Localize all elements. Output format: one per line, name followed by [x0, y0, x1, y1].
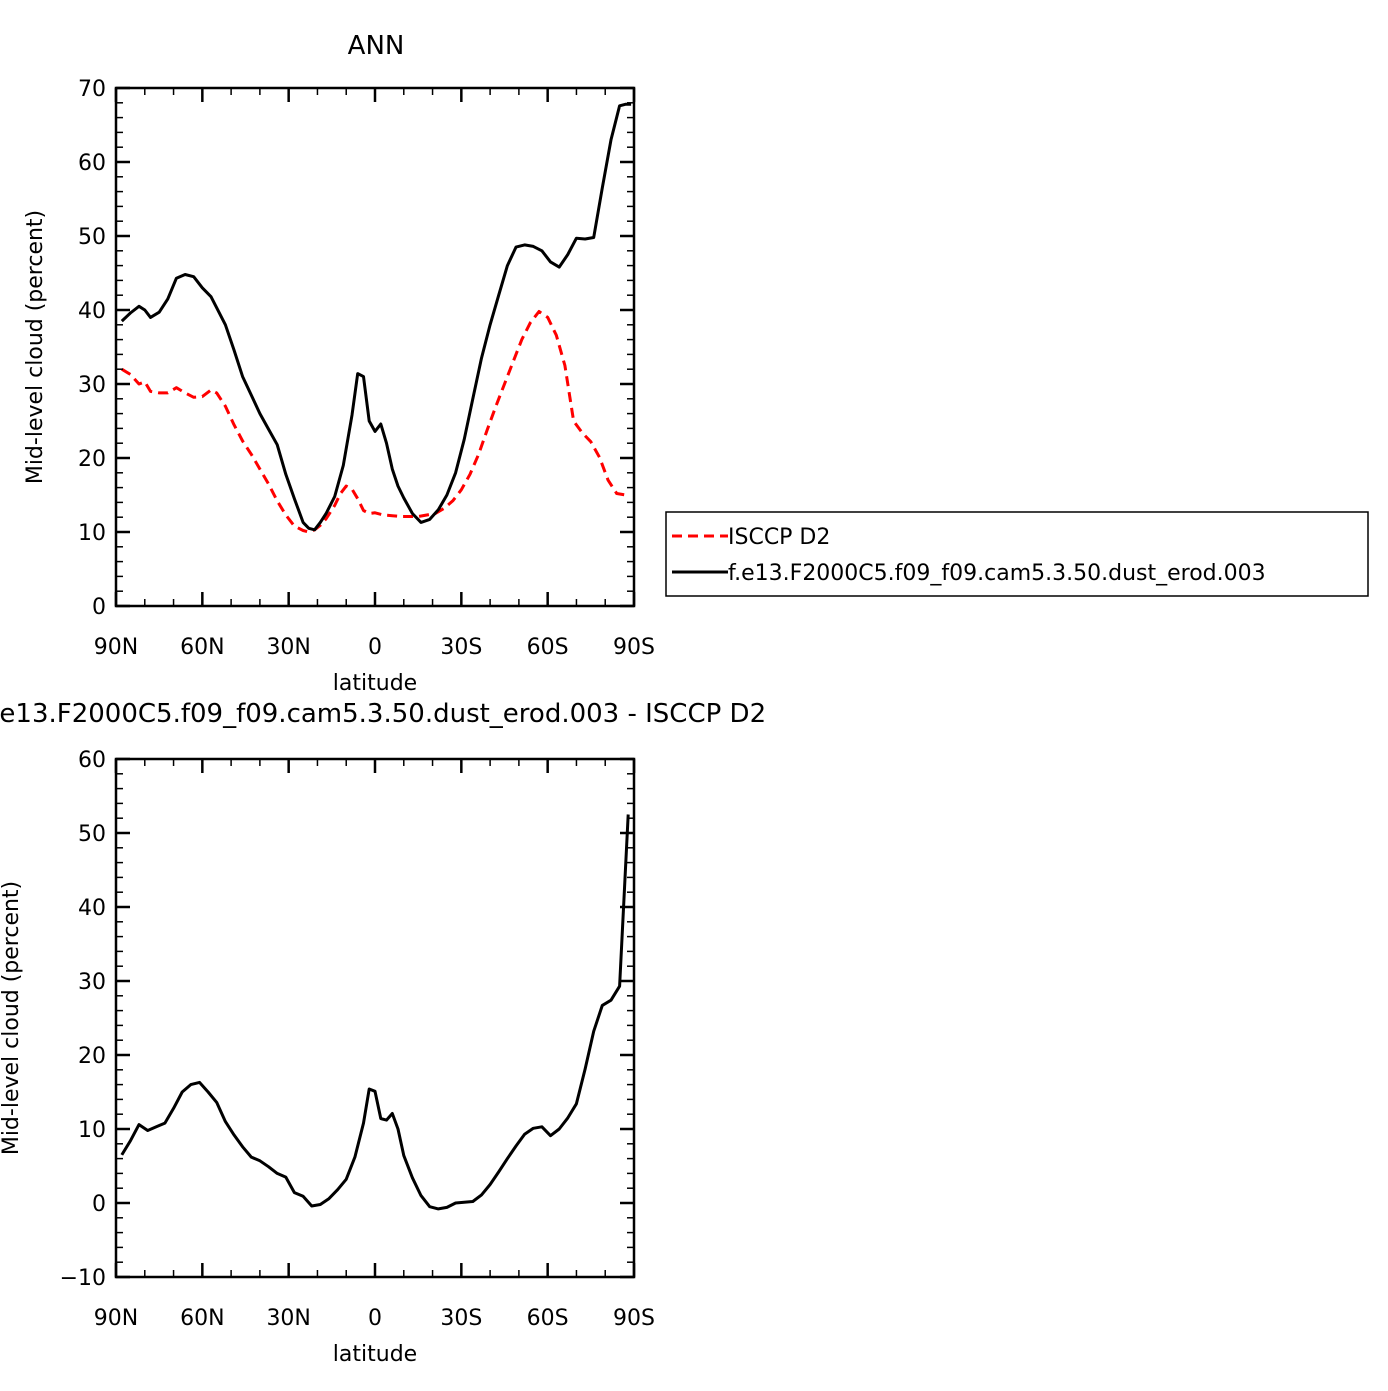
x-tick-label: 30N — [266, 1306, 310, 1331]
chart-title: ANN — [348, 31, 405, 61]
y-tick-label: −10 — [60, 1266, 106, 1291]
y-tick-label: 50 — [78, 822, 106, 847]
y-tick-label: 30 — [78, 970, 106, 995]
y-tick-label: 30 — [78, 373, 106, 398]
x-tick-label: 90N — [94, 635, 138, 660]
y-tick-label: 60 — [78, 151, 106, 176]
y-tick-label: 40 — [78, 896, 106, 921]
chart-title: f.e13.F2000C5.f09_f09.cam5.3.50.dust_ero… — [0, 699, 766, 729]
y-tick-label: 60 — [78, 748, 106, 773]
y-tick-label: 40 — [78, 299, 106, 324]
x-tick-label: 30S — [440, 1306, 482, 1331]
x-axis-label: latitude — [333, 1342, 417, 1367]
x-tick-label: 0 — [368, 635, 382, 660]
series-line-model — [120, 102, 632, 532]
y-tick-label: 70 — [78, 77, 106, 102]
y-tick-label: 20 — [78, 447, 106, 472]
y-tick-label: 10 — [78, 1118, 106, 1143]
x-tick-label: 30N — [266, 635, 310, 660]
top-chart: ANN 0 10 20 30 40 50 60 70 90N 60N 30N 0 30S 60S 90S l… — [23, 31, 655, 696]
legend-label-obs: ISCCP D2 — [728, 525, 830, 550]
y-axis-label: Mid-level cloud (percent) — [23, 210, 48, 484]
series-line-isccp — [121, 310, 629, 534]
x-tick-label: 30S — [440, 635, 482, 660]
x-tick-label: 60N — [180, 1306, 224, 1331]
x-tick-label: 60S — [527, 635, 569, 660]
legend-label-model: f.e13.F2000C5.f09_f09.cam5.3.50.dust_ero… — [728, 561, 1266, 586]
series-line-model — [120, 814, 630, 1211]
y-tick-label: 10 — [78, 521, 106, 546]
x-tick-label: 0 — [368, 1306, 382, 1331]
x-tick-label: 90S — [613, 635, 655, 660]
plot-frame — [114, 86, 636, 608]
legend: ISCCP D2 f.e13.F2000C5.f09_f09.cam5.3.50… — [665, 511, 1369, 597]
y-tick-label: 0 — [92, 1192, 106, 1217]
x-tick-label: 90S — [613, 1306, 655, 1331]
legend-box — [665, 511, 1369, 597]
y-tick-label: 0 — [92, 595, 106, 620]
bottom-chart: f.e13.F2000C5.f09_f09.cam5.3.50.dust_ero… — [0, 699, 766, 1367]
ticks-layer: 0 10 20 30 40 50 60 70 90N 60N 30N 0 30S 60S 90S — [78, 77, 655, 660]
y-tick-label: 20 — [78, 1044, 106, 1069]
ticks-layer: −10 0 10 20 30 40 50 60 90N 60N 30N 0 30S 60S 90S — [60, 748, 655, 1331]
x-axis-label: latitude — [333, 671, 417, 696]
y-axis-label: Mid-level cloud (percent) — [0, 881, 24, 1155]
x-tick-label: 90N — [94, 1306, 138, 1331]
series-layer — [120, 814, 630, 1211]
plot-frame — [114, 757, 636, 1279]
x-tick-label: 60S — [527, 1306, 569, 1331]
x-tick-label: 60N — [180, 635, 224, 660]
y-tick-label: 50 — [78, 225, 106, 250]
series-layer — [120, 102, 632, 534]
